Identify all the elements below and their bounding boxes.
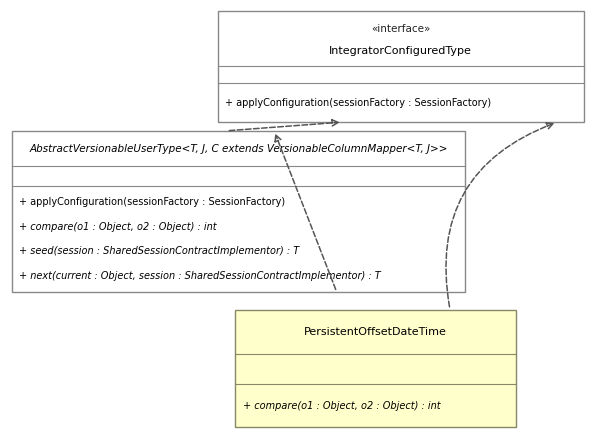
Text: PersistentOffsetDateTime: PersistentOffsetDateTime bbox=[304, 327, 447, 337]
Bar bbox=[235, 310, 516, 427]
Text: + applyConfiguration(sessionFactory : SessionFactory): + applyConfiguration(sessionFactory : Se… bbox=[225, 98, 491, 108]
Text: + next(current : Object, session : SharedSessionContractImplementor) : T: + next(current : Object, session : Share… bbox=[19, 271, 381, 281]
Bar bbox=[12, 131, 465, 292]
Text: «interface»: «interface» bbox=[371, 24, 430, 34]
Text: + compare(o1 : Object, o2 : Object) : int: + compare(o1 : Object, o2 : Object) : in… bbox=[243, 401, 440, 411]
Text: + applyConfiguration(sessionFactory : SessionFactory): + applyConfiguration(sessionFactory : Se… bbox=[19, 197, 285, 207]
Text: AbstractVersionableUserType<T, J, C extends VersionableColumnMapper<T, J>>: AbstractVersionableUserType<T, J, C exte… bbox=[29, 143, 448, 153]
Text: + seed(session : SharedSessionContractImplementor) : T: + seed(session : SharedSessionContractIm… bbox=[19, 246, 299, 256]
Bar bbox=[218, 11, 584, 122]
Text: + compare(o1 : Object, o2 : Object) : int: + compare(o1 : Object, o2 : Object) : in… bbox=[19, 221, 217, 232]
Text: IntegratorConfiguredType: IntegratorConfiguredType bbox=[330, 46, 472, 56]
